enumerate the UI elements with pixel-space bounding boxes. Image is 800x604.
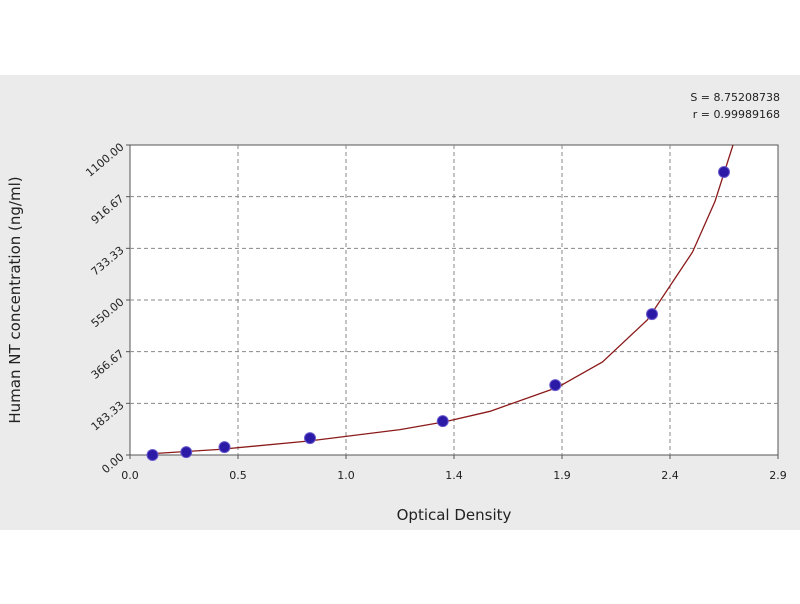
x-tick-label: 1.9 [553, 469, 571, 482]
annotation: r = 0.99989168 [693, 108, 780, 121]
data-point [180, 446, 193, 459]
x-tick-label: 0.5 [229, 469, 247, 482]
x-tick-label: 1.0 [337, 469, 355, 482]
data-point [549, 379, 562, 392]
fit-curve [152, 145, 734, 455]
data-point [218, 441, 231, 454]
data-point [436, 415, 449, 428]
data-point [718, 166, 730, 179]
annotation: S = 8.75208738 [690, 91, 780, 104]
x-tick-label: 2.4 [661, 469, 679, 482]
x-tick-label: 1.4 [445, 469, 463, 482]
data-point [304, 432, 316, 445]
x-axis-title: Optical Density [397, 506, 512, 524]
x-tick-label: 2.9 [769, 469, 787, 482]
x-tick-label: 0.0 [121, 469, 139, 482]
data-point [646, 308, 658, 321]
y-axis-title: Human NT concentration (ng/ml) [6, 176, 24, 423]
data-point [146, 449, 159, 461]
